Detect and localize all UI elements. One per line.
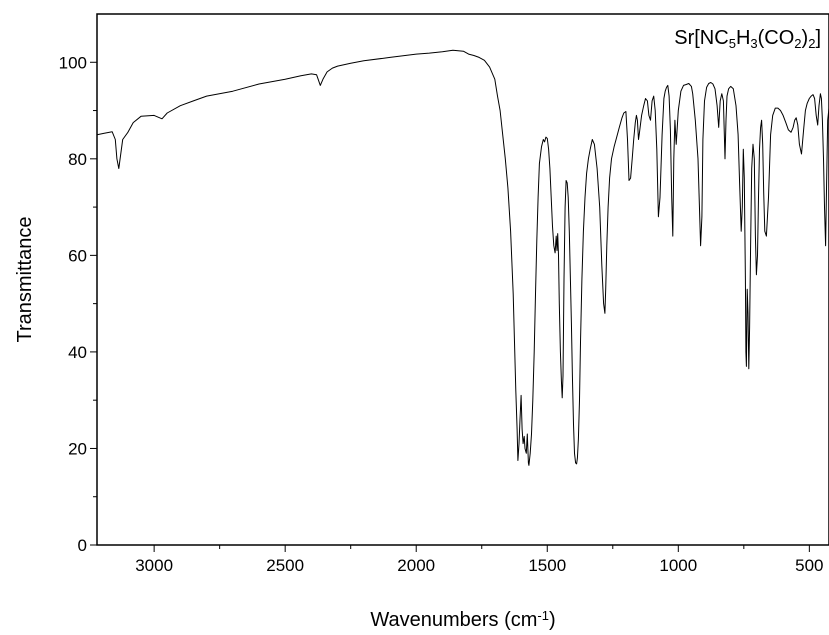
y-axis-ticks: 0 20 40 60 80 100 [59,53,97,555]
y-tick-label: 20 [68,439,87,458]
x-tick-label: 1500 [528,556,566,575]
y-tick-label: 100 [59,53,87,72]
x-axis-ticks: 3000 2500 2000 1500 1000 500 [135,545,824,575]
y-tick-label: 60 [68,246,87,265]
transmittance-line [96,49,829,466]
x-tick-label: 500 [795,556,823,575]
x-axis-label: Wavenumbers (cm-1) [370,608,555,631]
y-tick-label: 0 [78,536,87,555]
y-tick-label: 40 [68,343,87,362]
x-tick-label: 2000 [397,556,435,575]
plot-frame [96,13,829,546]
x-tick-label: 1000 [659,556,697,575]
chart-title: Sr[NC5H3(CO2)2] [674,27,821,51]
x-tick-label: 3000 [135,556,173,575]
x-tick-label: 2500 [266,556,304,575]
y-tick-label: 80 [68,150,87,169]
y-axis-label: Transmittance [14,217,36,343]
